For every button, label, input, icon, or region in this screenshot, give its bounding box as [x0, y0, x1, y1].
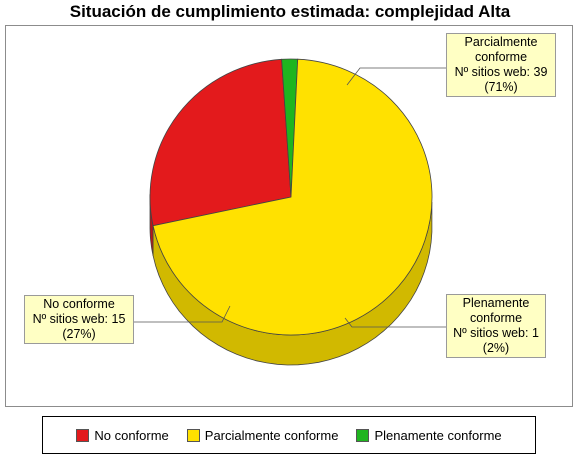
- legend-label: Parcialmente conforme: [204, 427, 339, 443]
- leader-parcialmente-conforme: [346, 67, 446, 86]
- callout-plenamente-conforme: Plenamente conforme Nº sitios web: 1 (2%…: [446, 294, 546, 358]
- leader-no-conforme: [134, 305, 231, 323]
- legend: No conforme Parcialmente conforme Plenam…: [42, 416, 536, 454]
- pie-slice-no-conforme: [149, 58, 292, 227]
- legend-label: No conforme: [94, 427, 169, 443]
- legend-item-parcialmente-conforme: Parcialmente conforme: [186, 427, 339, 443]
- legend-item-plenamente-conforme: Plenamente conforme: [356, 427, 502, 443]
- legend-label: Plenamente conforme: [374, 427, 502, 443]
- pie-slice-parcialmente-conforme: [152, 58, 433, 336]
- leader-plenamente-conforme: [344, 317, 446, 328]
- callout-no-conforme: No conforme Nº sitios web: 15 (27%): [24, 295, 134, 344]
- legend-swatch-parcialmente-conforme: [186, 428, 200, 442]
- legend-item-no-conforme: No conforme: [76, 427, 169, 443]
- legend-swatch-no-conforme: [76, 428, 90, 442]
- callout-parcialmente-conforme: Parcialmente conforme Nº sitios web: 39 …: [446, 33, 556, 97]
- legend-swatch-plenamente-conforme: [356, 428, 370, 442]
- chart-title: Situación de cumplimiento estimada: comp…: [69, 2, 511, 21]
